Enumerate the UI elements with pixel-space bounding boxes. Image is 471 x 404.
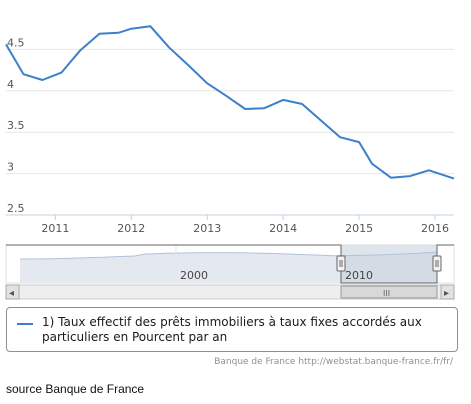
- y-tick-label: 4.5: [7, 36, 25, 49]
- y-axis-ticks: 2.5 3 3.5 4 4.5: [7, 36, 25, 215]
- navigator-area: [20, 252, 437, 283]
- grid-lines: [6, 48, 454, 216]
- scrollbar-left-button[interactable]: [5, 284, 20, 300]
- scroll-right-arrow-icon: ▸: [444, 288, 449, 299]
- x-tick-label: 2014: [269, 222, 297, 235]
- y-tick-label: 2.5: [7, 202, 25, 215]
- legend[interactable]: 1) Taux effectif des prêts immobiliers à…: [6, 307, 458, 352]
- navigator-label-2010: 2010: [345, 269, 373, 282]
- legend-swatch: [17, 323, 33, 325]
- navigator-handle-right[interactable]: [432, 255, 442, 272]
- scrollbar-right-button[interactable]: [440, 284, 455, 300]
- credits[interactable]: Banque de France http://webstat.banque-f…: [214, 357, 453, 367]
- y-tick-label: 3.5: [7, 119, 25, 132]
- navigator-label-2000: 2000: [180, 269, 208, 282]
- series-line[interactable]: [5, 25, 455, 180]
- navigator-handle-left[interactable]: [336, 255, 346, 272]
- legend-item-label[interactable]: 1) Taux effectif des prêts immobiliers à…: [42, 315, 422, 344]
- scrollbar[interactable]: ◂ III ▸: [5, 284, 455, 300]
- navigator-line: [20, 251, 438, 260]
- navigator[interactable]: 2000 2010: [5, 244, 455, 284]
- scroll-left-arrow-icon: ◂: [9, 288, 14, 299]
- x-axis-ticks: 2011 2012 2013 2014 2015 2016: [41, 215, 449, 235]
- x-tick-label: 2016: [421, 222, 449, 235]
- scrollbar-thumb[interactable]: [340, 285, 438, 299]
- y-tick-label: 3: [7, 161, 14, 174]
- navigator-selected-range[interactable]: [341, 245, 437, 283]
- chart: 2.5 3 3.5 4 4.5 2011 2012 2013 2014 2015 2016 200…: [5, 25, 455, 300]
- x-tick-label: 2013: [193, 222, 221, 235]
- series-group[interactable]: [5, 25, 455, 180]
- y-tick-label: 4: [7, 78, 14, 91]
- x-tick-label: 2012: [117, 222, 145, 235]
- x-tick-label: 2011: [41, 222, 69, 235]
- x-tick-label: 2015: [345, 222, 373, 235]
- source-caption: source Banque de France: [6, 382, 145, 396]
- scrollbar-grip-icon: III: [383, 289, 390, 298]
- navigator-outline: [6, 244, 454, 284]
